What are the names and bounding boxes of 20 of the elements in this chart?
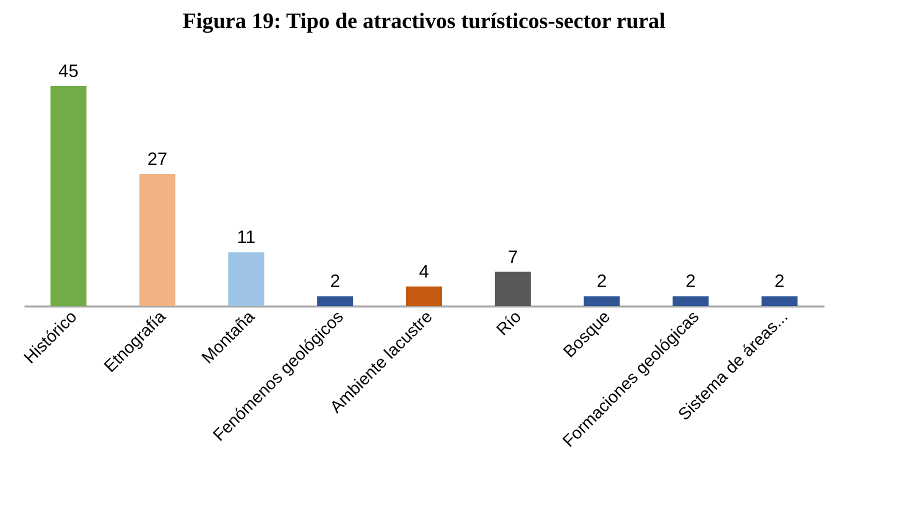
bar [406,286,442,306]
x-tick-label: Río [492,307,525,340]
data-label: 2 [330,271,340,292]
bar [228,252,264,306]
data-label: 2 [774,271,785,292]
bar [672,296,709,306]
bar [584,296,620,306]
data-label: 45 [58,61,78,81]
data-label: 2 [686,271,696,292]
data-label: 7 [508,246,518,267]
bar [139,174,176,306]
data-label: 4 [418,261,430,282]
bar [762,296,798,306]
data-label: 27 [147,149,168,169]
chart-title: Figura 19: Tipo de atractivos turísticos-sector rural [182,8,666,33]
data-label: 11 [236,227,256,248]
bar [494,272,531,306]
bar [50,86,86,306]
data-label: 2 [596,271,607,292]
bar [317,296,354,306]
